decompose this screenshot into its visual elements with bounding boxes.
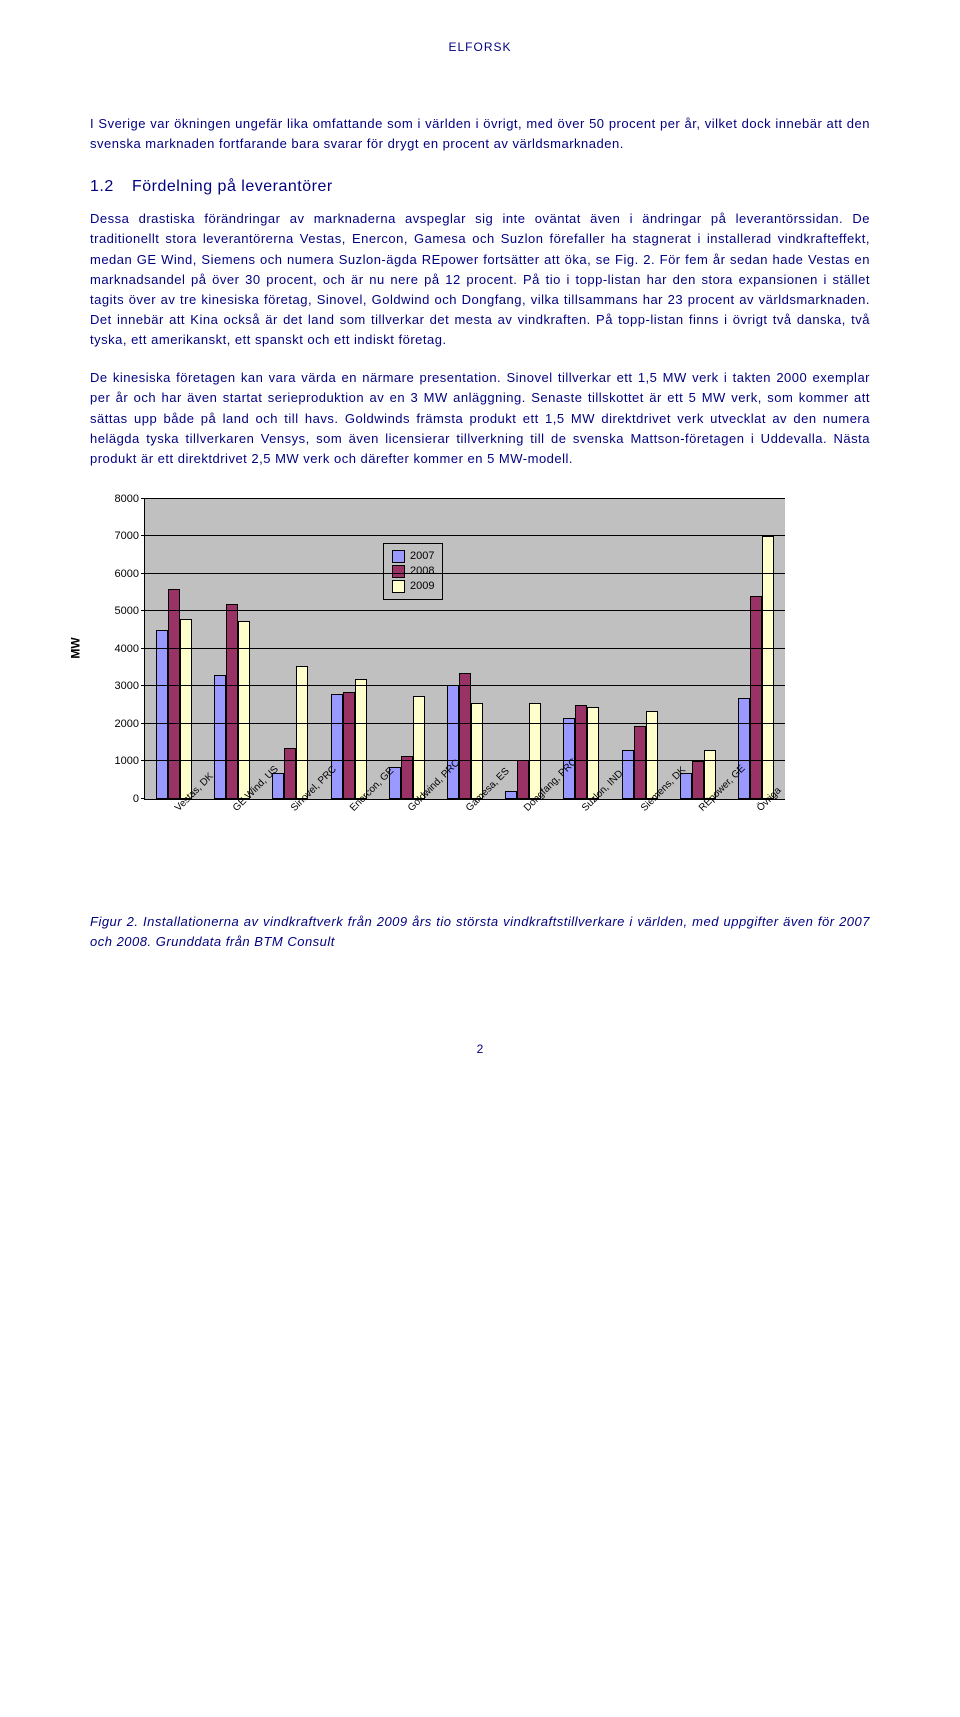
paragraph-body-2: De kinesiska företagen kan vara värda en…: [90, 368, 870, 469]
chart-bar: [401, 756, 413, 799]
chart-ylabel: MW: [69, 637, 83, 658]
chart-ytick: 4000: [101, 643, 139, 655]
section-title-text: Fördelning på leverantörer: [132, 178, 333, 195]
chart-ytick: 3000: [101, 680, 139, 692]
chart-bar-group: [378, 499, 436, 799]
chart-gridline: [145, 610, 785, 611]
chart-gridline: [145, 760, 785, 761]
chart-gridline: [145, 573, 785, 574]
chart-bar: [575, 705, 587, 799]
chart-bar: [646, 711, 658, 799]
chart-bar-group: [669, 499, 727, 799]
chart-gridline: [145, 498, 785, 499]
chart-bar: [447, 685, 459, 799]
chart-bar: [750, 596, 762, 799]
chart-bar: [587, 707, 599, 799]
chart-bar: [355, 679, 367, 799]
chart-bar: [738, 698, 750, 799]
page-number: 2: [90, 1042, 870, 1056]
chart-ytick: 8000: [101, 493, 139, 505]
chart-bar-group: [494, 499, 552, 799]
chart-bar: [284, 748, 296, 799]
chart-bar-group: [611, 499, 669, 799]
chart-gridline: [145, 535, 785, 536]
chart-bar: [505, 791, 517, 799]
chart-ytick: 6000: [101, 568, 139, 580]
chart-bar-group: [436, 499, 494, 799]
chart-bar: [331, 694, 343, 799]
chart-ytick: 1000: [101, 755, 139, 767]
chart-bar-group: [203, 499, 261, 799]
chart-bar: [156, 630, 168, 799]
chart-bar: [168, 589, 180, 799]
chart-bar-group: [320, 499, 378, 799]
chart-ytick: 2000: [101, 718, 139, 730]
paragraph-intro: I Sverige var ökningen ungefär lika omfa…: [90, 114, 870, 154]
chart-gridline: [145, 648, 785, 649]
paragraph-body-1: Dessa drastiska förändringar av marknade…: [90, 209, 870, 350]
chart-bar: [226, 604, 238, 799]
chart-gridline: [145, 685, 785, 686]
chart-bar: [413, 696, 425, 799]
chart-bar: [180, 619, 192, 799]
chart-bar: [517, 760, 529, 799]
chart-bar: [343, 692, 355, 799]
chart-bar-group: [145, 499, 203, 799]
chart-bar: [692, 761, 704, 799]
chart-ytick: 7000: [101, 530, 139, 542]
section-number: 1.2: [90, 178, 132, 196]
section-heading: 1.2Fördelning på leverantörer: [90, 178, 870, 196]
chart-ytick: 5000: [101, 605, 139, 617]
chart-bar-group: [261, 499, 319, 799]
page-header: ELFORSK: [90, 40, 870, 54]
chart-bar: [459, 673, 471, 799]
chart-bar: [214, 675, 226, 799]
bar-chart: MW 200720082009 010002000300040005000600…: [90, 493, 802, 896]
chart-bar-group: [552, 499, 610, 799]
chart-ytick: 0: [101, 793, 139, 805]
chart-bar-group: [727, 499, 785, 799]
chart-bar: [529, 703, 541, 799]
chart-bar: [471, 703, 483, 799]
chart-bar: [634, 726, 646, 799]
chart-gridline: [145, 723, 785, 724]
figure-caption: Figur 2. Installationerna av vindkraftve…: [90, 912, 870, 952]
